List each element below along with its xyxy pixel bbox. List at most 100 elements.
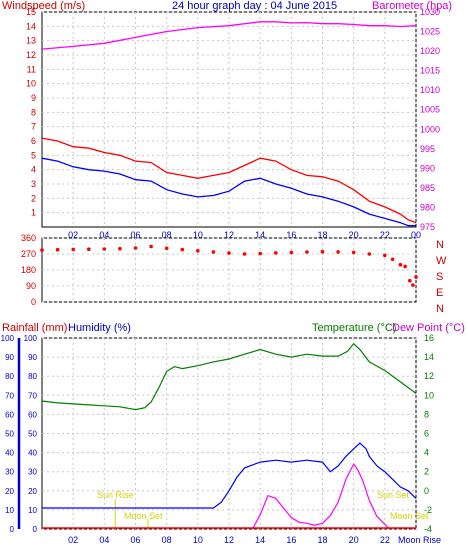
temperature-tick: 12 (424, 371, 434, 381)
time-tick: 20 (349, 535, 359, 545)
time-tick: 04 (99, 230, 109, 240)
windspeed-tick: 14 (26, 21, 36, 31)
barometer-axis-title: Barometer (hpa) (372, 0, 452, 12)
barometer-tick: 1010 (420, 85, 440, 95)
temperature-tick: 14 (424, 352, 434, 362)
moon-set-label: Moon Set (124, 511, 163, 521)
wind-grid (42, 11, 417, 227)
temperature-tick: 8 (424, 409, 429, 419)
direction-point (149, 244, 153, 249)
barometer-tick: 1030 (420, 7, 440, 17)
direction-point (242, 252, 247, 256)
temp-series-line-1 (42, 442, 417, 509)
time-tick: 02 (68, 535, 78, 545)
rainfall-tick: 30 (5, 468, 14, 477)
temperature-axis-title: Temperature (°C) (312, 322, 396, 334)
direction-point (71, 247, 75, 252)
time-tick: 20 (349, 230, 359, 240)
time-tick: 22 (380, 535, 390, 545)
windspeed-tick: 12 (26, 50, 36, 60)
chart-title: 24 hour graph day : 04 June 2015 (172, 0, 337, 12)
time-tick: 10 (193, 230, 203, 240)
direction-tick: 270 (21, 249, 36, 259)
compass-letter: W (436, 255, 447, 267)
direction-point (398, 262, 403, 267)
humidity-tick: 50 (28, 430, 37, 439)
time-tick: Moon Rise (398, 535, 441, 545)
direction-point (351, 250, 356, 255)
direction-point (403, 264, 407, 269)
time-tick: 08 (162, 535, 172, 545)
direction-point (40, 248, 44, 252)
windspeed-tick: 4 (31, 165, 36, 175)
direction-point (289, 250, 294, 255)
humidity-axis-title: Humidity (%) (68, 322, 131, 334)
humidity-tick: 100 (24, 334, 38, 343)
time-tick: 02 (68, 230, 78, 240)
barometer-tick: 1020 (420, 46, 440, 56)
time-tick: 04 (99, 535, 109, 545)
wind-series-line-1 (41, 137, 417, 224)
rainfall-axis-title: Rainfall (mm) (2, 322, 67, 334)
temperature-ticks: -4 -2 0 2 4 6 8 10 12 14 16 (424, 333, 434, 534)
direction-point (305, 250, 309, 254)
direction-point (383, 253, 387, 258)
humidity-tick: 30 (28, 468, 37, 477)
direction-point (367, 252, 372, 256)
direction-point (211, 250, 216, 254)
humidity-tick: 20 (28, 487, 37, 496)
dewpoint-axis-title: Dew Point (°C) (392, 322, 465, 334)
humidity-tick: 0 (33, 525, 38, 534)
barometer-tick: 995 (420, 144, 435, 154)
windspeed-tick: 13 (26, 36, 36, 46)
temperature-tick: 16 (424, 333, 434, 343)
direction-point (164, 246, 169, 251)
direction-tick: 180 (21, 265, 36, 275)
windspeed-axis-title: Windspeed (m/s) (2, 0, 85, 12)
barometer-tick: 1015 (420, 66, 440, 76)
rainfall-tick: 10 (5, 506, 14, 515)
compass-letter: S (436, 271, 443, 283)
humidity-ticks: 0 10 20 30 40 50 60 70 80 90 100 (24, 334, 38, 534)
windspeed-tick: 9 (31, 93, 36, 103)
barometer-tick: 1000 (420, 124, 440, 134)
time-tick: 14 (255, 230, 265, 240)
rainfall-tick: 40 (5, 449, 14, 458)
temp-x-ticks: 02 04 06 08 10 12 14 16 18 20 22 Moon Rise (68, 535, 441, 545)
moon-set-label-2: Moon Set (390, 511, 429, 521)
direction-point (336, 250, 340, 254)
wind-series-line-0 (41, 21, 417, 50)
direction-point (55, 247, 60, 252)
direction-point (390, 257, 395, 262)
time-tick: 00 (411, 230, 421, 240)
wind-x-ticks: 02 04 06 08 10 12 14 16 18 20 22 00 (68, 230, 421, 240)
time-tick: 08 (162, 230, 172, 240)
temperature-tick: 6 (424, 429, 429, 439)
time-tick: 16 (286, 230, 296, 240)
windspeed-tick: 7 (31, 122, 36, 132)
humidity-tick: 90 (28, 353, 37, 362)
temperature-tick: 4 (424, 448, 429, 458)
direction-tick: 360 (21, 233, 36, 243)
direction-points (40, 244, 418, 287)
direction-point (227, 251, 231, 255)
direction-point (258, 251, 263, 256)
direction-tick: 90 (26, 281, 36, 291)
compass-letter: N (436, 303, 444, 315)
temp-series (41, 342, 417, 530)
temp-series-line-2 (251, 462, 390, 530)
temperature-tick: -4 (424, 524, 432, 534)
direction-point (133, 246, 138, 250)
direction-point (274, 251, 278, 255)
humidity-tick: 70 (28, 391, 37, 400)
windspeed-tick: 2 (31, 193, 36, 203)
rainfall-tick: 0 (10, 525, 15, 534)
rainfall-tick: 50 (5, 430, 14, 439)
wind-right-ticks: 975 980 985 990 995 1000 1005 1010 1015 1020 1025 1… (420, 7, 440, 232)
